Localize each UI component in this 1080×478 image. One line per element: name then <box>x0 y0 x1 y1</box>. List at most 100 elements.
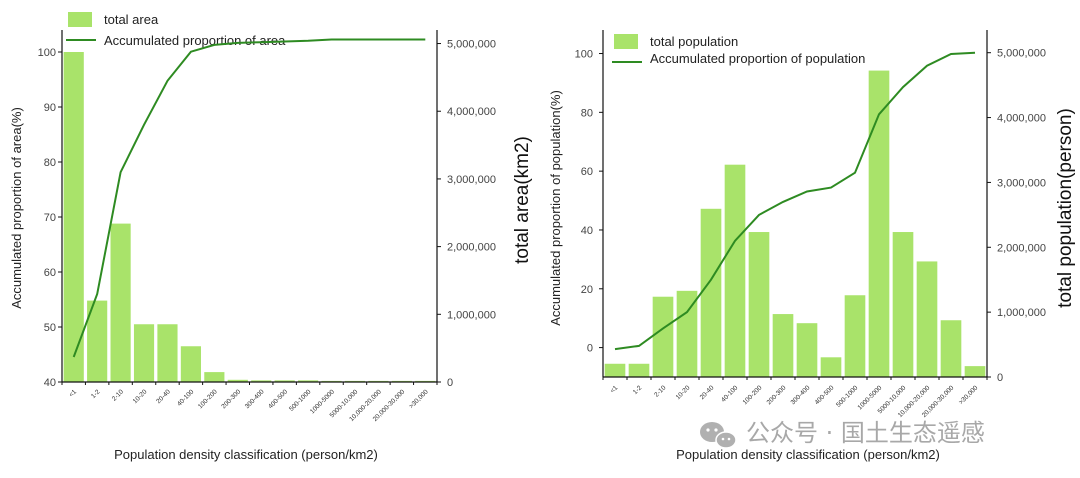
y2-tick-label: 0 <box>447 377 453 389</box>
category-label: 100-200 <box>197 388 219 410</box>
category-label: 10-20 <box>675 384 692 401</box>
bar-20-40 <box>157 324 178 382</box>
y2-tick-label: 1,000,000 <box>447 309 496 321</box>
x-axis-title: Population density classification (perso… <box>114 447 378 462</box>
y2-tick-label: 4,000,000 <box>447 106 496 118</box>
bars <box>63 52 436 382</box>
y2-tick-label: 2,000,000 <box>447 242 496 254</box>
population-chart: total population Accumulated proportion … <box>548 30 1076 462</box>
bar-100-200 <box>204 372 225 382</box>
y-tick-label: 100 <box>38 47 56 59</box>
y-tick-label: 60 <box>44 267 56 279</box>
y2-tick-label: 4,000,000 <box>997 113 1046 125</box>
left-axis-title: Accumulated proportion of population(%) <box>548 90 563 326</box>
legend-bar-swatch <box>68 12 92 27</box>
watermark-text: 公众号 · 国土生态遥感 <box>746 419 985 447</box>
category-label: 500-1000 <box>835 384 860 409</box>
bar->30,000 <box>964 366 986 377</box>
left-axis-ticks: 0 20 40 60 80 100 <box>575 49 603 355</box>
y2-tick-label: 0 <box>997 372 1003 384</box>
bar-10,000-20,000 <box>916 261 938 377</box>
category-label: 20-40 <box>699 384 716 401</box>
category-label: 300-400 <box>790 384 812 406</box>
bar-500-1000 <box>298 380 319 382</box>
left-axis-ticks: 40 50 60 70 80 90 100 <box>38 47 62 389</box>
y-tick-label: 90 <box>44 102 56 114</box>
right-axis-ticks: 0 1,000,000 2,000,000 3,000,000 4,000,000 5,0… <box>987 48 1046 384</box>
category-label: 100-200 <box>742 384 764 406</box>
category-label: 2-10 <box>653 384 667 398</box>
category-label: >30,000 <box>408 388 430 410</box>
bar-300-400 <box>796 323 818 377</box>
category-label: 20-40 <box>155 388 172 405</box>
cumulative-line <box>72 38 426 358</box>
bar-40-100 <box>180 346 201 382</box>
bar-5000-10,000 <box>892 232 914 377</box>
category-label: 1-2 <box>632 384 644 396</box>
right-axis-title: total area(km2) <box>512 136 533 264</box>
bar-2-10 <box>652 296 674 377</box>
category-label: <1 <box>68 388 78 398</box>
bar-20-40 <box>700 208 722 377</box>
bar-300-400 <box>251 380 272 382</box>
y-tick-label: 0 <box>587 343 593 355</box>
y-tick-label: 100 <box>575 49 593 61</box>
y-tick-label: 60 <box>581 166 593 178</box>
legend-bar-swatch <box>614 34 638 49</box>
bar-100-200 <box>748 232 770 377</box>
y2-tick-label: 3,000,000 <box>997 177 1046 189</box>
bar-200-300 <box>227 379 248 382</box>
legend-bar-label: total area <box>104 12 159 27</box>
category-label: 400-500 <box>814 384 836 406</box>
legend-bar-label: total population <box>650 34 738 49</box>
y-tick-label: 20 <box>581 284 593 296</box>
left-axis-title: Accumulated proportion of area(%) <box>9 107 24 309</box>
category-label: >30,000 <box>958 384 980 406</box>
category-labels: <1 1-2 2-10 10-20 20-40 40-100 100-200 200-300 3… <box>609 384 979 419</box>
y-tick-label: 40 <box>581 225 593 237</box>
bar-500-1000 <box>844 295 866 377</box>
wechat-icon <box>700 422 737 449</box>
category-label: 40-100 <box>720 384 740 404</box>
bar-10-20 <box>133 324 155 382</box>
bar-200-300 <box>772 314 794 377</box>
y2-tick-label: 3,000,000 <box>447 174 496 186</box>
bar-1000-5000 <box>868 70 890 377</box>
category-label: 40-100 <box>176 388 196 408</box>
category-label: <1 <box>609 384 619 394</box>
watermark: 公众号 · 国土生态遥感 <box>700 419 985 449</box>
y-tick-label: 40 <box>44 377 56 389</box>
category-label: 200-300 <box>766 384 788 406</box>
y2-tick-label: 1,000,000 <box>997 307 1046 319</box>
bar-1-2 <box>87 300 108 382</box>
right-axis-ticks: 0 1,000,000 2,000,000 3,000,000 4,000,000 5,0… <box>437 39 496 389</box>
bar-40-100 <box>724 164 746 377</box>
y-tick-label: 80 <box>44 157 56 169</box>
y2-tick-label: 5,000,000 <box>997 48 1046 60</box>
bar-<1 <box>63 52 84 382</box>
right-axis-title: total population(person) <box>1055 108 1076 308</box>
bar-2-10 <box>110 223 131 382</box>
y-tick-label: 80 <box>581 107 593 119</box>
bar-10-20 <box>676 290 698 377</box>
bar-400-500 <box>274 380 295 382</box>
y-tick-label: 70 <box>44 212 56 224</box>
category-label: 200-300 <box>220 388 242 410</box>
bar-400-500 <box>820 357 842 377</box>
cumulative-line <box>614 51 976 351</box>
axes <box>61 30 438 385</box>
category-label: 2-10 <box>111 388 125 402</box>
category-label: 10-20 <box>132 388 149 405</box>
bar-1-2 <box>628 363 650 377</box>
bars <box>604 70 986 377</box>
category-labels: <1 1-2 2-10 10-20 20-40 40-100 100-200 200-300 3… <box>68 388 430 423</box>
legend-line-label: Accumulated proportion of population <box>650 51 865 66</box>
y-tick-label: 50 <box>44 322 56 334</box>
legend-line-label: Accumulated proportion of area <box>104 33 286 48</box>
y2-tick-label: 2,000,000 <box>997 242 1046 254</box>
axes <box>602 30 988 380</box>
series-line <box>72 38 426 358</box>
area-chart: total area Accumulated proportion of are… <box>9 12 533 462</box>
bar-<1 <box>604 363 626 377</box>
